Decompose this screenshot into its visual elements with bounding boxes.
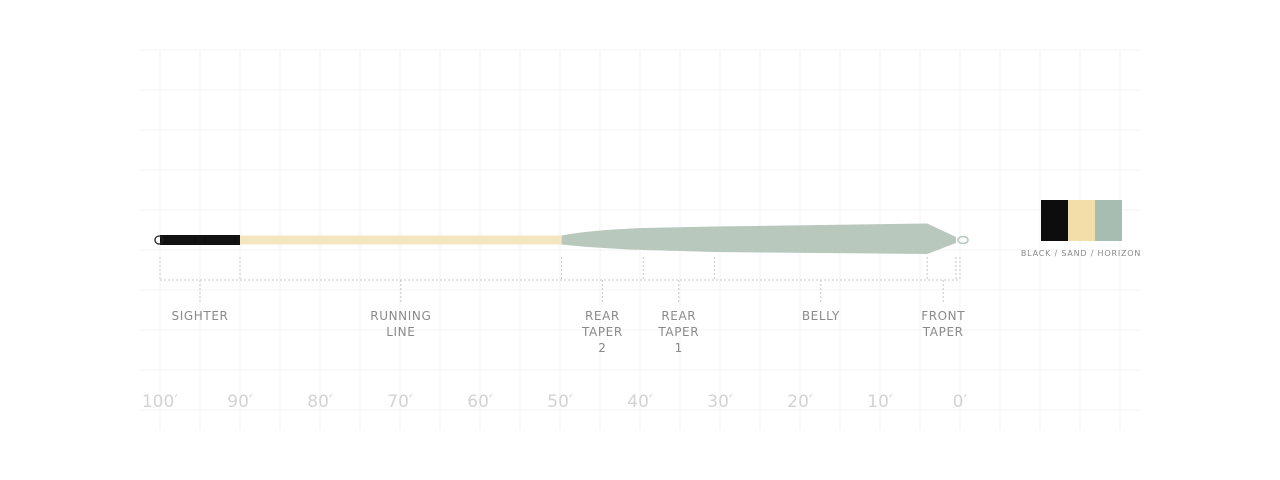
segment-label-line: REAR (661, 309, 697, 323)
scale-tick-label: 60′ (467, 392, 493, 412)
segment-label-running-line: RUNNING LINE (370, 308, 431, 340)
segment-label-line: 2 (598, 341, 607, 355)
line-segment-sighter (160, 235, 240, 245)
color-swatch-sand (1068, 200, 1095, 241)
segment-label-sighter: SIGHTER (172, 308, 229, 324)
scale-tick-label: 100′ (141, 392, 179, 412)
scale-tick-label: 30′ (707, 392, 733, 412)
segment-label-line: 1 (674, 341, 683, 355)
line-head-taper-belly (561, 223, 956, 254)
scale-tick-label: 50′ (547, 392, 573, 412)
segment-label-line: TAPER (582, 325, 623, 339)
front-loop-icon (957, 235, 969, 245)
scale-tick-label: 20′ (787, 392, 813, 412)
scale-tick-label: 40′ (627, 392, 653, 412)
colorway-caption: BLACK / SAND / HORIZON (1020, 249, 1142, 258)
segment-label-line: FRONT (921, 309, 966, 323)
scale-tick-label: 0′ (952, 392, 968, 412)
segment-label-rear-taper-1: REAR TAPER 1 (658, 308, 699, 356)
segment-label-front-taper: FRONT TAPER (921, 308, 965, 340)
color-swatch-black (1041, 200, 1068, 241)
rear-loop-icon (154, 235, 164, 245)
scale-tick-label: 90′ (227, 392, 253, 412)
scale-tick-label: 10′ (867, 392, 893, 412)
scale-tick-label: 70′ (387, 392, 413, 412)
segment-label-rear-taper-2: REAR TAPER 2 (582, 308, 623, 356)
segment-label-line: REAR (584, 309, 620, 323)
scale-tick-label: 80′ (307, 392, 333, 412)
segment-label-line: LINE (386, 325, 416, 339)
segment-label-belly: BELLY (802, 308, 840, 324)
line-segment-running-line (240, 235, 562, 245)
colorway-swatches (1041, 200, 1122, 241)
segment-label-line: BELLY (801, 309, 840, 323)
segment-label-line: TAPER (658, 325, 700, 339)
segment-label-line: SIGHTER (171, 309, 229, 323)
segment-label-line: TAPER (922, 325, 964, 339)
segment-label-line: RUNNING (370, 309, 432, 323)
color-swatch-horizon (1095, 200, 1122, 241)
